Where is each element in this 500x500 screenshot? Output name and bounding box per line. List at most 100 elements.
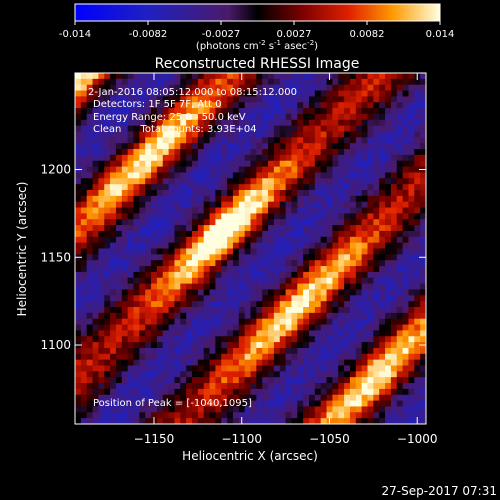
heatmap-pixel — [309, 137, 316, 144]
heatmap-pixel — [215, 125, 222, 133]
heatmap-pixel — [262, 394, 269, 402]
heatmap-pixel — [215, 96, 222, 103]
heatmap-pixel — [262, 154, 269, 162]
heatmap-pixel — [367, 90, 374, 97]
heatmap-pixel — [174, 84, 181, 92]
heatmap-pixel — [279, 324, 287, 331]
heatmap-pixel — [314, 271, 322, 279]
heatmap-pixel — [197, 184, 205, 191]
heatmap-pixel — [379, 73, 386, 80]
heatmap-pixel — [390, 102, 398, 109]
heatmap-pixel — [151, 108, 158, 115]
heatmap-pixel — [303, 383, 310, 390]
heatmap-pixel — [86, 242, 94, 250]
heatmap-pixel — [314, 371, 322, 378]
heatmap-pixel — [273, 90, 281, 97]
heatmap-pixel — [238, 225, 246, 232]
heatmap-pixel — [197, 190, 205, 197]
heatmap-pixel — [162, 219, 170, 226]
heatmap-pixel — [75, 289, 82, 296]
heatmap-pixel — [151, 271, 158, 279]
heatmap-pixel — [320, 271, 328, 279]
heatmap-pixel — [390, 254, 398, 261]
heatmap-pixel — [197, 283, 205, 291]
heatmap-pixel — [186, 143, 193, 150]
heatmap-pixel — [326, 219, 333, 226]
heatmap-pixel — [227, 342, 234, 349]
heatmap-pixel — [221, 295, 228, 302]
heatmap-pixel — [232, 388, 240, 396]
heatmap-pixel — [151, 137, 158, 144]
heatmap-pixel — [408, 400, 415, 408]
heatmap-pixel — [75, 219, 82, 226]
heatmap-pixel — [361, 90, 369, 97]
heatmap-pixel — [420, 347, 426, 355]
heatmap-pixel — [309, 213, 316, 220]
heatmap-pixel — [373, 271, 380, 279]
heatmap-pixel — [115, 406, 123, 413]
heatmap-pixel — [92, 154, 99, 162]
heatmap-pixel — [420, 330, 426, 337]
heatmap-pixel — [420, 219, 426, 226]
heatmap-pixel — [133, 125, 140, 133]
heatmap-pixel — [139, 418, 146, 424]
heatmap-pixel — [92, 406, 99, 413]
heatmap-pixel — [86, 160, 94, 168]
heatmap-pixel — [273, 406, 281, 413]
heatmap-pixel — [104, 143, 111, 150]
heatmap-pixel — [75, 301, 82, 308]
heatmap-pixel — [238, 125, 246, 133]
heatmap-pixel — [320, 295, 328, 302]
heatmap-pixel — [133, 365, 140, 372]
heatmap-pixel — [297, 178, 304, 185]
heatmap-pixel — [197, 154, 205, 162]
heatmap-pixel — [244, 190, 252, 197]
heatmap-pixel — [273, 371, 281, 378]
heatmap-pixel — [98, 312, 105, 320]
heatmap-pixel — [355, 131, 363, 138]
heatmap-pixel — [86, 184, 94, 191]
heatmap-pixel — [320, 400, 328, 408]
heatmap-pixel — [162, 359, 170, 367]
heatmap-pixel — [86, 353, 94, 361]
heatmap-pixel — [203, 84, 211, 92]
heatmap-pixel — [379, 84, 386, 92]
heatmap-pixel — [168, 201, 176, 209]
heatmap-pixel — [385, 400, 392, 408]
heatmap-pixel — [297, 190, 304, 197]
heatmap-pixel — [420, 377, 426, 384]
heatmap-pixel — [197, 377, 205, 384]
heatmap-pixel — [186, 248, 193, 255]
heatmap-pixel — [361, 377, 369, 384]
heatmap-pixel — [344, 377, 351, 384]
heatmap-pixel — [86, 371, 94, 378]
heatmap-pixel — [326, 242, 333, 250]
heatmap-pixel — [297, 125, 304, 133]
heatmap-pixel — [420, 236, 426, 244]
heatmap-pixel — [291, 108, 298, 115]
heatmap-pixel — [232, 201, 240, 209]
heatmap-pixel — [256, 266, 263, 273]
heatmap-pixel — [344, 149, 351, 156]
heatmap-pixel — [92, 388, 99, 396]
heatmap-pixel — [244, 271, 252, 279]
heatmap-pixel — [221, 412, 228, 419]
heatmap-pixel — [297, 307, 304, 314]
heatmap-pixel — [291, 248, 298, 255]
heatmap-pixel — [390, 225, 398, 232]
heatmap-pixel — [297, 201, 304, 209]
heatmap-pixel — [379, 131, 386, 138]
heatmap-pixel — [373, 254, 380, 261]
heatmap-pixel — [396, 166, 404, 174]
heatmap-pixel — [385, 347, 392, 355]
heatmap-pixel — [162, 108, 170, 115]
heatmap-pixel — [320, 418, 328, 424]
heatmap-pixel — [156, 119, 164, 127]
heatmap-pixel — [145, 96, 152, 103]
heatmap-pixel — [361, 418, 369, 424]
heatmap-pixel — [361, 201, 369, 209]
heatmap-pixel — [390, 336, 398, 343]
heatmap-pixel — [209, 289, 216, 296]
heatmap-pixel — [390, 201, 398, 209]
heatmap-pixel — [186, 213, 193, 220]
